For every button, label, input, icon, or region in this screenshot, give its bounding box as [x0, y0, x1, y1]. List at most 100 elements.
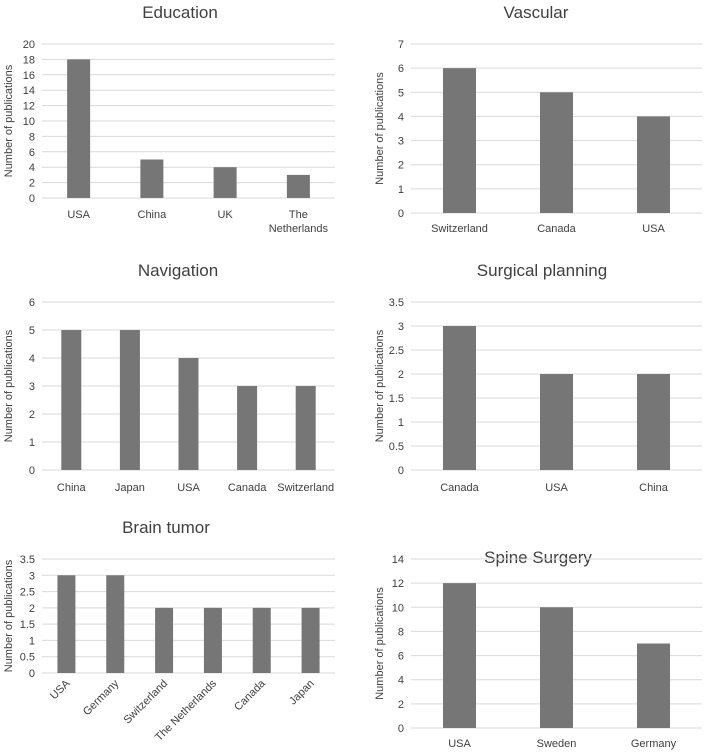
x-tick-label: USA	[67, 209, 90, 221]
chart-panel-education: Education Number of publications 0 2 4 6 8 10 12…	[3, 3, 335, 235]
bar-japan	[119, 330, 140, 470]
y-tick-label: 6	[398, 63, 404, 75]
y-tick-label: 1	[398, 184, 404, 196]
y-tick-label: 0	[29, 465, 35, 477]
y-tick-label: 0.5	[389, 441, 404, 453]
x-tick-label: Switzerland	[122, 678, 171, 727]
bar-usa	[637, 116, 670, 213]
y-tick-label: 2	[398, 369, 404, 381]
bar-usa	[57, 575, 76, 673]
bar-switzerland	[295, 386, 316, 470]
y-axis-label: Number of publications	[3, 64, 15, 177]
y-tick-label: 16	[23, 70, 35, 82]
y-tick-label: 4	[398, 675, 404, 687]
bar-canada	[237, 386, 258, 470]
x-tick-label: Canada	[228, 482, 267, 494]
x-tick-label: Switzerland	[277, 482, 334, 494]
y-tick-label: 3	[29, 570, 35, 582]
x-tick-label: USA	[448, 738, 471, 750]
y-tick-label: 8	[398, 626, 404, 638]
y-tick-label: 14	[392, 554, 404, 566]
y-tick-label: 1	[29, 437, 35, 449]
bar-china	[140, 159, 164, 198]
y-tick-label: 2.5	[20, 587, 35, 599]
x-tick-label: UK	[217, 209, 233, 221]
chart-panel-spine-surgery: Spine Surgery Number of publications 0 2 4 6 8…	[374, 548, 702, 750]
x-tick-label: Canada	[537, 223, 576, 235]
y-tick-label: 3	[398, 136, 404, 148]
chart-panel-vascular: Vascular Number of publications 0 1 2 3 4 5 6 7 Sw…	[374, 3, 702, 235]
x-tick-label: Germany	[631, 738, 677, 750]
bar-germany	[106, 575, 125, 673]
y-tick-label: 2.5	[389, 345, 404, 357]
bar-china	[637, 374, 670, 470]
chart-title: Education	[142, 3, 218, 22]
bar-sweden	[540, 607, 573, 728]
y-tick-label: 4	[29, 162, 35, 174]
chart-title: Brain tumor	[122, 518, 210, 537]
bar-switzerland	[443, 68, 476, 214]
y-tick-label: 8	[29, 131, 35, 143]
bar-germany	[637, 643, 670, 728]
bar-switzerland	[155, 607, 174, 673]
y-tick-label: 4	[29, 353, 35, 365]
y-tick-label: 0	[29, 668, 35, 680]
y-tick-label: 0	[398, 723, 404, 735]
y-tick-label: 18	[23, 54, 35, 66]
y-axis-label: Number of publications	[374, 587, 386, 700]
x-tick-label: Canada	[440, 482, 479, 494]
y-tick-label: 20	[23, 39, 35, 51]
y-axis-label: Number of publications	[374, 72, 386, 185]
bar-usa	[540, 374, 573, 470]
x-tick-label: Germany	[81, 677, 122, 718]
y-tick-label: 0	[29, 193, 35, 205]
y-tick-label: 5	[29, 325, 35, 337]
y-tick-label: 2	[398, 160, 404, 172]
y-tick-label: 6	[29, 297, 35, 309]
y-tick-label: 1.5	[389, 393, 404, 405]
bar-usa	[443, 583, 476, 728]
y-tick-label: 6	[398, 651, 404, 663]
y-tick-label: 3	[398, 321, 404, 333]
bar-uk	[213, 167, 237, 198]
y-tick-label: 2	[29, 409, 35, 421]
y-tick-label: 2	[29, 178, 35, 190]
x-tick-label: China	[57, 482, 87, 494]
y-tick-label: 1	[29, 635, 35, 647]
bar-canada	[443, 326, 476, 470]
chart-title: Surgical planning	[477, 261, 607, 280]
y-tick-label: 4	[398, 111, 404, 123]
y-tick-label: 10	[23, 116, 35, 128]
x-tick-label: USA	[545, 482, 568, 494]
y-tick-label: 1	[398, 417, 404, 429]
y-tick-label: 0	[398, 208, 404, 220]
x-tick-label: Sweden	[537, 738, 577, 750]
x-tick-label: USA	[177, 482, 200, 494]
y-tick-label: 0.5	[20, 652, 35, 664]
y-tick-label: 10	[392, 602, 404, 614]
x-tick-label: China	[639, 482, 669, 494]
chart-title: Vascular	[504, 3, 569, 22]
chart-panel-brain-tumor: Brain tumor Number of publications 0 0.5 1 1.…	[3, 518, 335, 744]
bar-the-netherlands	[286, 174, 310, 198]
bar-the-netherlands	[203, 607, 222, 673]
x-tick-label: Canada	[232, 677, 268, 713]
y-tick-label: 7	[398, 39, 404, 51]
y-axis-label: Number of publications	[3, 329, 15, 442]
bar-china	[61, 330, 82, 470]
y-tick-label: 3.5	[20, 554, 35, 566]
bar-usa	[178, 358, 199, 470]
y-tick-label: 3	[29, 381, 35, 393]
x-tick-label: China	[138, 209, 168, 221]
x-tick-label: Japan	[287, 678, 317, 708]
x-tick-label: USA	[642, 223, 665, 235]
y-tick-label: 14	[23, 85, 35, 97]
x-tick-label: Switzerland	[431, 223, 488, 235]
x-tick-label: The Netherlands	[269, 209, 329, 235]
y-tick-label: 12	[392, 578, 404, 590]
x-tick-label: Japan	[115, 482, 145, 494]
y-tick-label: 2	[398, 699, 404, 711]
bar-canada	[540, 92, 573, 213]
y-tick-label: 1.5	[20, 619, 35, 631]
